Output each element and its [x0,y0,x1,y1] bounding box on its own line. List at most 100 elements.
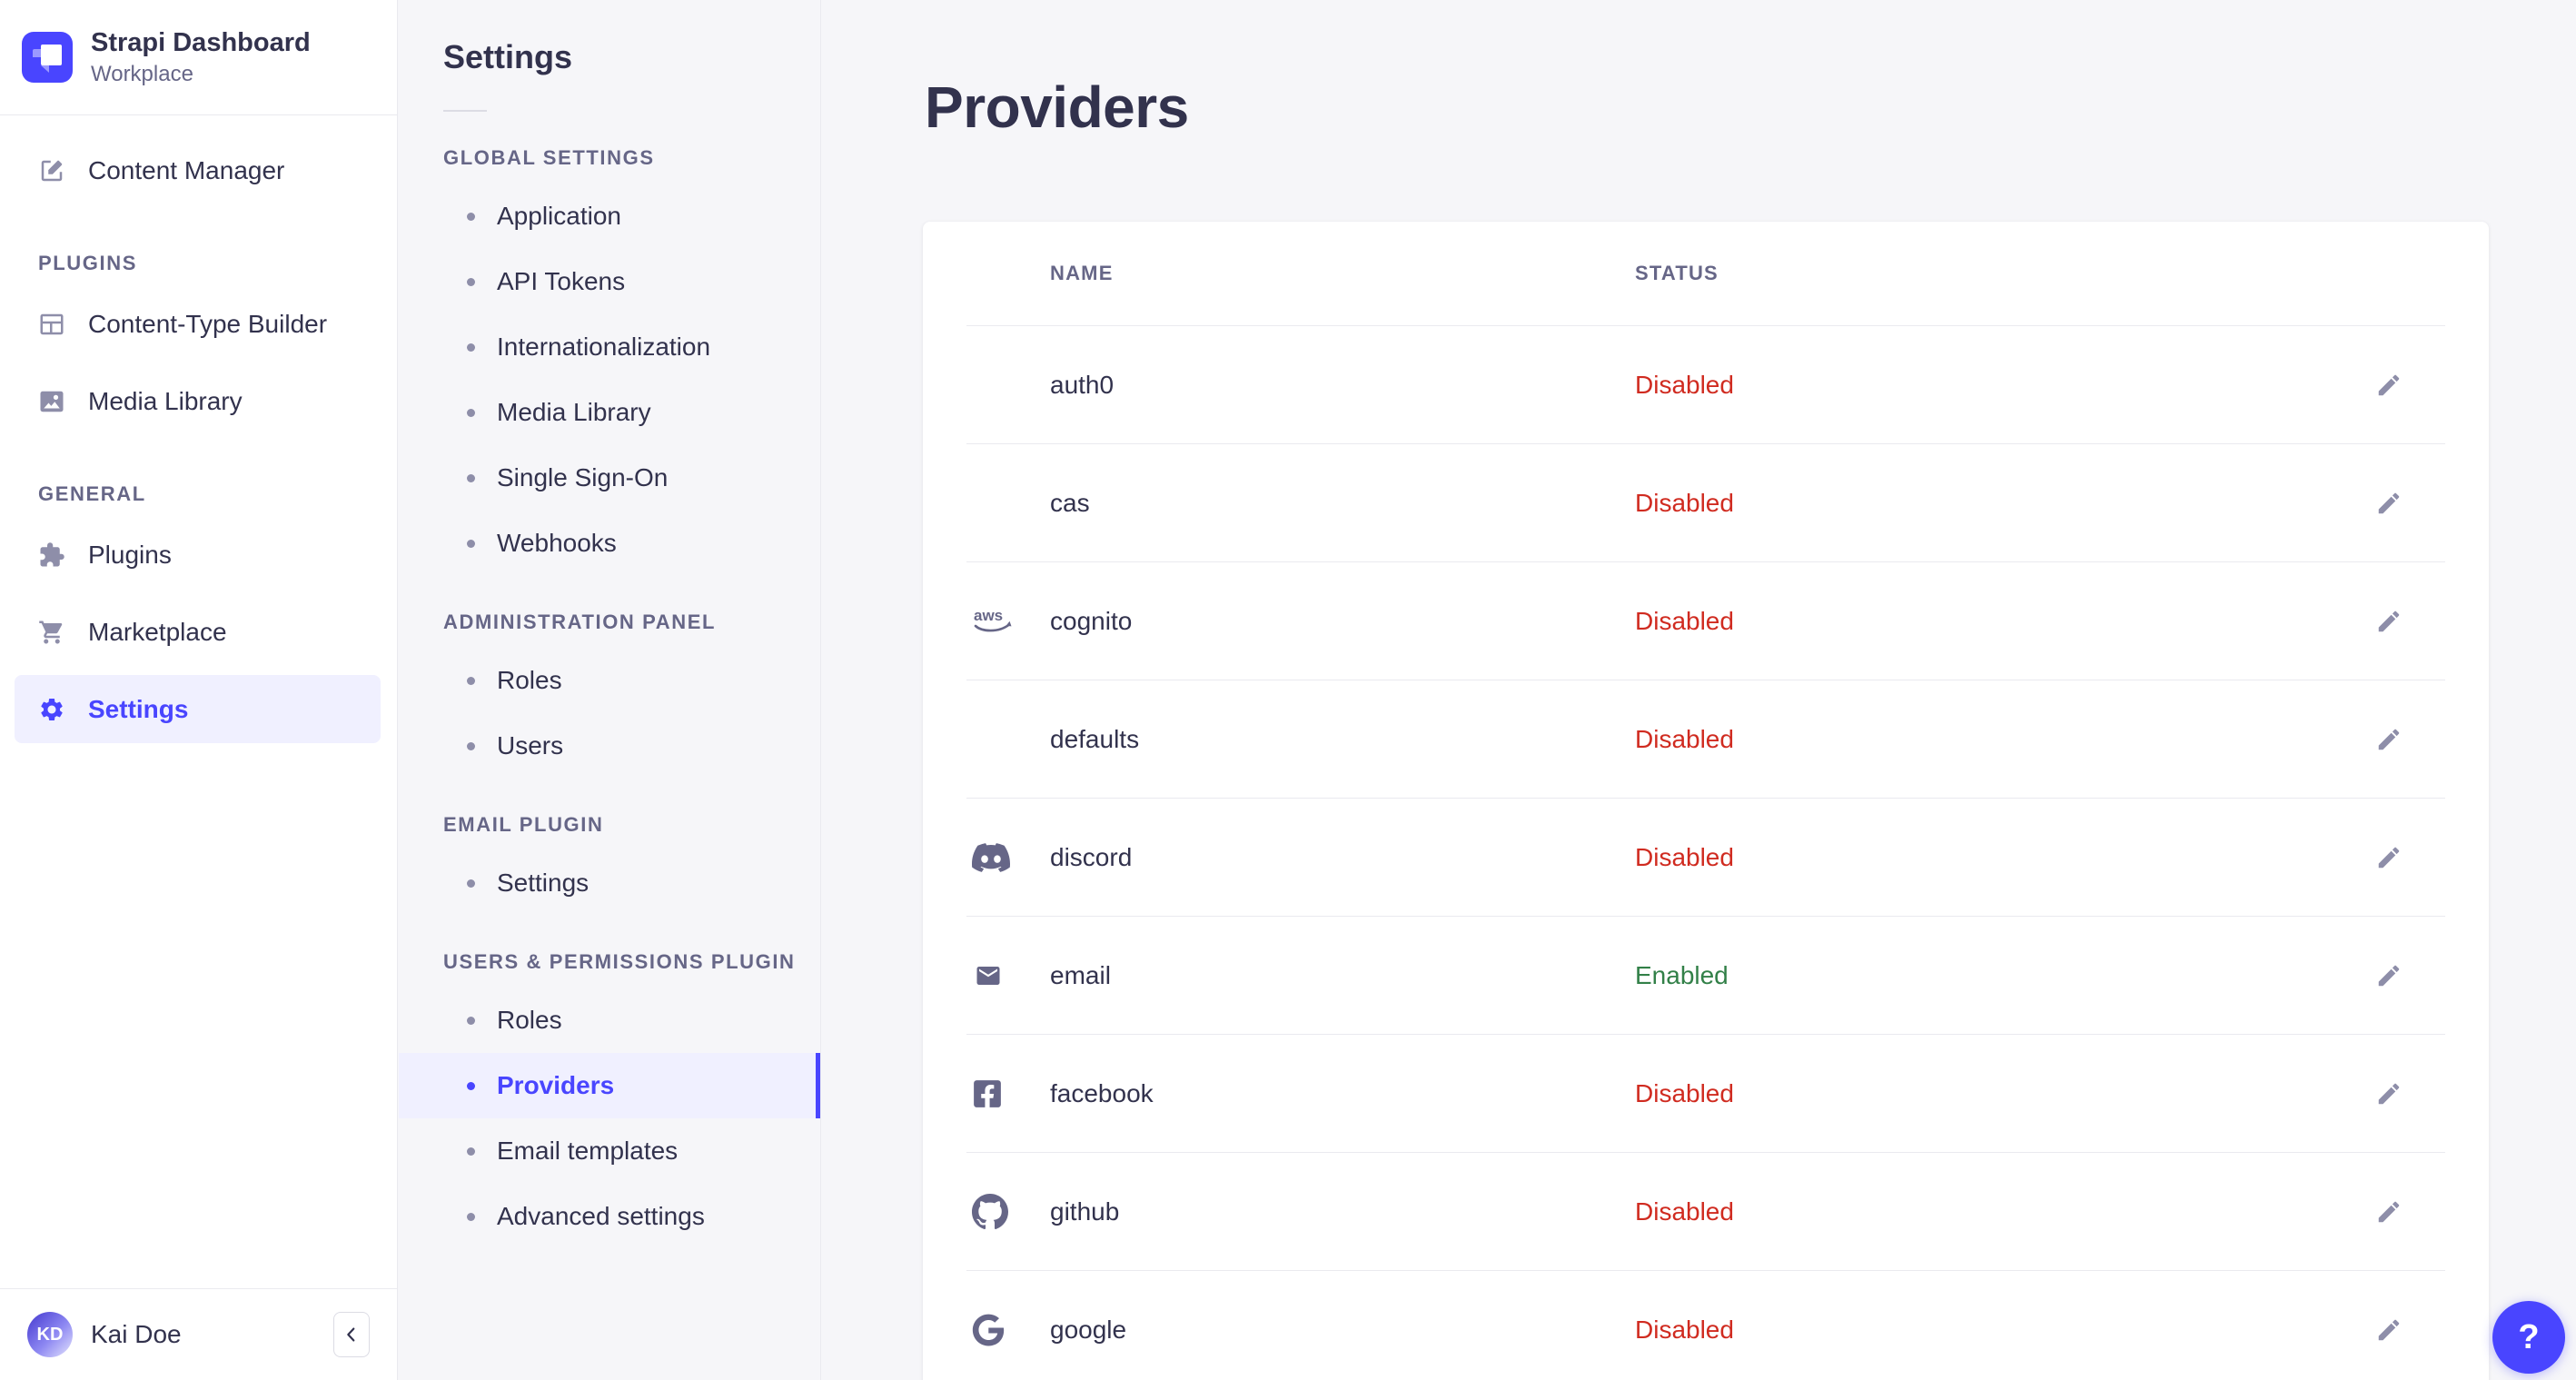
workspace-name: Workplace [91,62,193,86]
sidebar-item-settings[interactable]: Settings [0,670,397,748]
subnav-item-users[interactable]: Users [399,713,820,779]
provider-status: Disabled [1635,842,1734,871]
bullet-icon [467,741,475,750]
edit-provider-button[interactable] [2369,601,2409,641]
subnav-item-single-sign-on[interactable]: Single Sign-On [399,445,820,511]
sidebar-section-label: GENERAL [38,482,146,505]
user-row: KD Kai Doe [0,1288,397,1380]
edit-provider-button[interactable] [2369,483,2409,523]
bullet-icon [467,473,475,482]
subnav-item-label: Providers [497,1071,615,1099]
provider-status: Disabled [1635,1315,1734,1344]
provider-status: Disabled [1635,1196,1734,1226]
bullet-icon [467,277,475,286]
subnav-item-label: Application [497,202,621,230]
pencil-icon [2375,962,2403,989]
subnav-item-roles[interactable]: Roles [399,988,820,1053]
settings-subnav: Settings GLOBAL SETTINGS Application API T… [399,0,821,1380]
bullet-icon [467,539,475,548]
workspace-switcher[interactable]: Strapi Dashboard Workplace [0,0,397,115]
puzzle-icon [38,541,65,569]
subnav-group: ADMINISTRATION PANEL Roles Users [399,604,820,779]
avatar[interactable]: KD [27,1312,73,1357]
sidebar-item-label: Content Manager [88,155,285,184]
sidebar-item-label: Plugins [88,540,172,569]
column-header-name: NAME [1050,262,1114,284]
subnav-item-label: Single Sign-On [497,463,669,491]
facebook-icon [972,1078,1019,1109]
provider-name: email [1050,960,1111,989]
subnav-item-label: Roles [497,1006,562,1034]
subnav-item-roles[interactable]: Roles [399,648,820,713]
compose-icon [38,157,65,184]
edit-provider-button[interactable] [2369,1192,2409,1232]
sidebar-item-label: Content-Type Builder [88,309,328,338]
table-body: auth0 Disabled cas Disabled aws cognito Disabl… [923,325,2489,1380]
subnav-item-list: Settings [399,850,820,916]
edit-provider-button[interactable] [2369,1074,2409,1114]
provider-row: defaults Disabled [966,680,2445,798]
provider-status: Disabled [1635,1078,1734,1107]
subnav-title: Settings [443,38,573,75]
subnav-group-label: GLOBAL SETTINGS [443,146,655,169]
svg-text:aws: aws [974,607,1003,624]
bullet-icon [467,343,475,352]
provider-row: discord Disabled [966,798,2445,916]
pencil-icon [2375,1198,2403,1226]
subnav-item-label: Email templates [497,1137,679,1165]
column-header-status: STATUS [1635,262,1719,284]
provider-row: email Enabled [966,916,2445,1034]
bullet-icon [467,1081,475,1090]
sidebar-item-content-type-builder[interactable]: Content-Type Builder [0,285,397,362]
provider-row: cas Disabled [966,443,2445,561]
subnav-item-api-tokens[interactable]: API Tokens [399,249,820,314]
bullet-icon [467,1147,475,1156]
main-sidebar: Strapi Dashboard Workplace Content Manag… [0,0,398,1380]
edit-provider-button[interactable] [2369,838,2409,878]
subnav-item-email-templates[interactable]: Email templates [399,1118,820,1184]
subnav-item-providers[interactable]: Providers [399,1053,820,1118]
sidebar-item-plugins[interactable]: Plugins [0,516,397,593]
sidebar-item-label: Settings [88,694,189,723]
sidebar-item-media-library[interactable]: Media Library [0,362,397,440]
subnav-item-label: Settings [497,869,590,897]
provider-status: Disabled [1635,370,1734,399]
edit-provider-button[interactable] [2369,365,2409,405]
subnav-item-media-library[interactable]: Media Library [399,380,820,445]
cart-icon [38,619,65,646]
sidebar-nav: Content Manager PLUGINS Content-Type Build… [0,115,397,748]
provider-row: github Disabled [966,1152,2445,1270]
subnav-item-webhooks[interactable]: Webhooks [399,511,820,576]
bullet-icon [467,212,475,221]
picture-icon [38,388,65,415]
provider-status: Disabled [1635,606,1734,635]
help-button[interactable]: ? [2492,1301,2565,1374]
subnav-group-label: USERS & PERMISSIONS PLUGIN [443,950,796,973]
sidebar-item-content-manager[interactable]: Content Manager [0,132,397,209]
collapse-sidebar-button[interactable] [333,1312,370,1357]
edit-provider-button[interactable] [2369,956,2409,996]
app-title: Strapi Dashboard [91,28,311,57]
subnav-item-label: Roles [497,666,562,694]
google-icon [972,1314,1019,1346]
page-title: Providers [925,74,1189,140]
edit-provider-button[interactable] [2369,720,2409,759]
layout-grid-icon [38,311,65,338]
provider-name: cognito [1050,606,1133,635]
provider-name: discord [1050,842,1133,871]
sidebar-item-marketplace[interactable]: Marketplace [0,593,397,670]
subnav-groups: GLOBAL SETTINGS Application API Tokens Inte… [399,140,820,1249]
pencil-icon [2375,490,2403,517]
provider-status: Enabled [1635,960,1729,989]
subnav-item-label: Webhooks [497,529,617,557]
provider-name: github [1050,1196,1120,1226]
subnav-item-settings[interactable]: Settings [399,850,820,916]
subnav-item-advanced-settings[interactable]: Advanced settings [399,1184,820,1249]
providers-table: NAME STATUS auth0 Disabled cas Disabled aws c… [923,222,2489,1380]
subnav-item-application[interactable]: Application [399,184,820,249]
sidebar-section-label: PLUGINS [38,252,137,274]
subnav-divider [443,110,487,112]
subnav-item-internationalization[interactable]: Internationalization [399,314,820,380]
subnav-item-label: Internationalization [497,333,711,361]
edit-provider-button[interactable] [2369,1310,2409,1350]
